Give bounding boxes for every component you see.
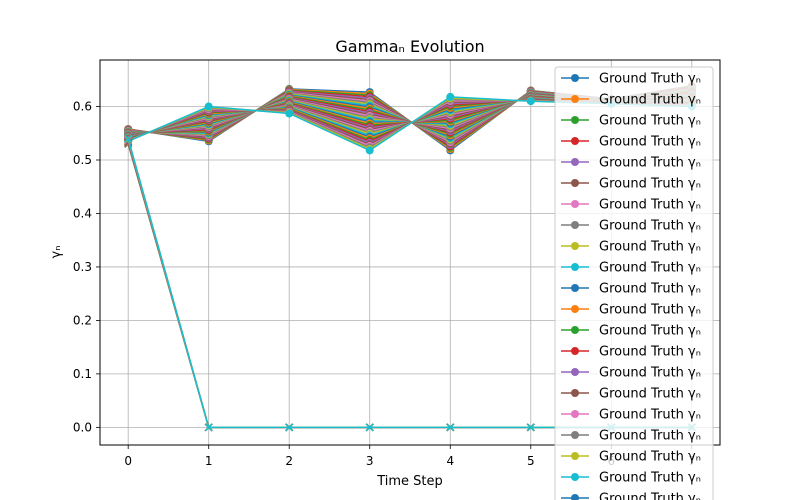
legend-entry: Ground Truth γₙ [561,366,701,381]
x-tick-label: 3 [366,454,374,468]
y-axis-label: γₙ [49,246,64,259]
chart-title: Gammaₙ Evolution [335,37,484,56]
x-tick-label: 5 [527,454,535,468]
legend-marker [571,263,579,271]
legend-label: Ground Truth γₙ [599,471,701,486]
legend-marker [571,158,579,166]
x-tick-label: 2 [285,454,293,468]
x-marker [526,423,535,432]
legend-marker [571,74,579,82]
legend-entry: Ground Truth γₙ [561,114,701,129]
legend-label: Ground Truth γₙ [599,324,701,339]
legend-entry: Ground Truth γₙ [561,408,701,423]
legend-entry: Ground Truth γₙ [561,492,701,500]
legend-label: Ground Truth γₙ [599,93,701,108]
legend-marker [571,137,579,145]
x-marker [285,423,294,432]
legend-entry: Ground Truth γₙ [561,240,701,255]
legend-entry: Ground Truth γₙ [561,324,701,339]
x-marker [124,134,133,143]
y-tick-label: 0.3 [73,260,92,274]
legend-marker [571,431,579,439]
legend-label: Ground Truth γₙ [599,135,701,150]
x-marker [365,423,374,432]
legend-entry: Ground Truth γₙ [561,471,701,486]
plot-frame [99,59,721,446]
legend-marker [571,284,579,292]
data-point [204,102,213,111]
legend-marker [571,242,579,250]
x-tick-label: 4 [446,454,454,468]
legend-label: Ground Truth γₙ [599,345,701,360]
legend-label: Ground Truth γₙ [599,198,701,213]
legend-marker [571,410,579,418]
legend-marker [571,116,579,124]
legend-label: Ground Truth γₙ [599,303,701,318]
legend-entry: Ground Truth γₙ [561,429,701,444]
legend-marker [571,221,579,229]
legend-entry: Ground Truth γₙ [561,345,701,360]
legend-label: Ground Truth γₙ [599,240,701,255]
x-marker [446,423,455,432]
legend-entry: Ground Truth γₙ [561,72,701,87]
legend-marker [571,494,579,500]
legend-label: Ground Truth γₙ [599,114,701,129]
legend-label: Ground Truth γₙ [599,156,701,171]
y-tick-label: 0.1 [73,367,92,381]
legend-entry: Ground Truth γₙ [561,450,701,465]
y-tick-label: 0.4 [73,206,92,220]
legend-entry: Ground Truth γₙ [561,282,701,297]
legend-marker [571,305,579,313]
legend-entry: Ground Truth γₙ [561,387,701,402]
legend-entry: Ground Truth γₙ [561,177,701,192]
x-axis-label: Time Step [376,474,443,489]
y-tick-label: 0.5 [73,153,92,167]
legend-label: Ground Truth γₙ [599,450,701,465]
legend-entry: Ground Truth γₙ [561,135,701,150]
data-point [526,97,535,106]
data-point [285,109,294,118]
data-point [446,92,455,101]
x-tick-label: 0 [124,454,132,468]
legend-marker [571,326,579,334]
legend-marker [571,347,579,355]
legend-entry: Ground Truth γₙ [561,303,701,318]
legend-marker [571,179,579,187]
data-point [365,146,374,155]
legend-label: Ground Truth γₙ [599,408,701,423]
legend-label: Ground Truth γₙ [599,177,701,192]
y-tick-label: 0.2 [73,313,92,327]
legend-marker [571,95,579,103]
y-tick-label: 0.0 [73,420,92,434]
legend-box [554,66,714,500]
legend-label: Ground Truth γₙ [599,492,701,500]
legend-marker [571,452,579,460]
legend-label: Ground Truth γₙ [599,282,701,297]
legend-label: Ground Truth γₙ [599,429,701,444]
y-tick-label: 0.6 [73,100,92,114]
legend: Ground Truth γₙ Ground Truth γₙ Ground Tru… [554,66,714,500]
legend-marker [571,389,579,397]
legend-label: Ground Truth γₙ [599,72,701,87]
legend-label: Ground Truth γₙ [599,387,701,402]
legend-label: Ground Truth γₙ [599,366,701,381]
legend-entry: Ground Truth γₙ [561,261,701,276]
legend-entry: Ground Truth γₙ [561,219,701,234]
legend-entry: Ground Truth γₙ [561,198,701,213]
legend-entry: Ground Truth γₙ [561,93,701,108]
x-marker [204,423,213,432]
legend-entry: Ground Truth γₙ [561,156,701,171]
x-tick-label: 1 [205,454,213,468]
legend-marker [571,473,579,481]
legend-marker [571,368,579,376]
legend-label: Ground Truth γₙ [599,219,701,234]
legend-label: Ground Truth γₙ [599,261,701,276]
legend-marker [571,200,579,208]
y-axis-ticks: 0.0 0.1 0.2 0.3 0.4 0.5 0.6 [73,100,100,434]
